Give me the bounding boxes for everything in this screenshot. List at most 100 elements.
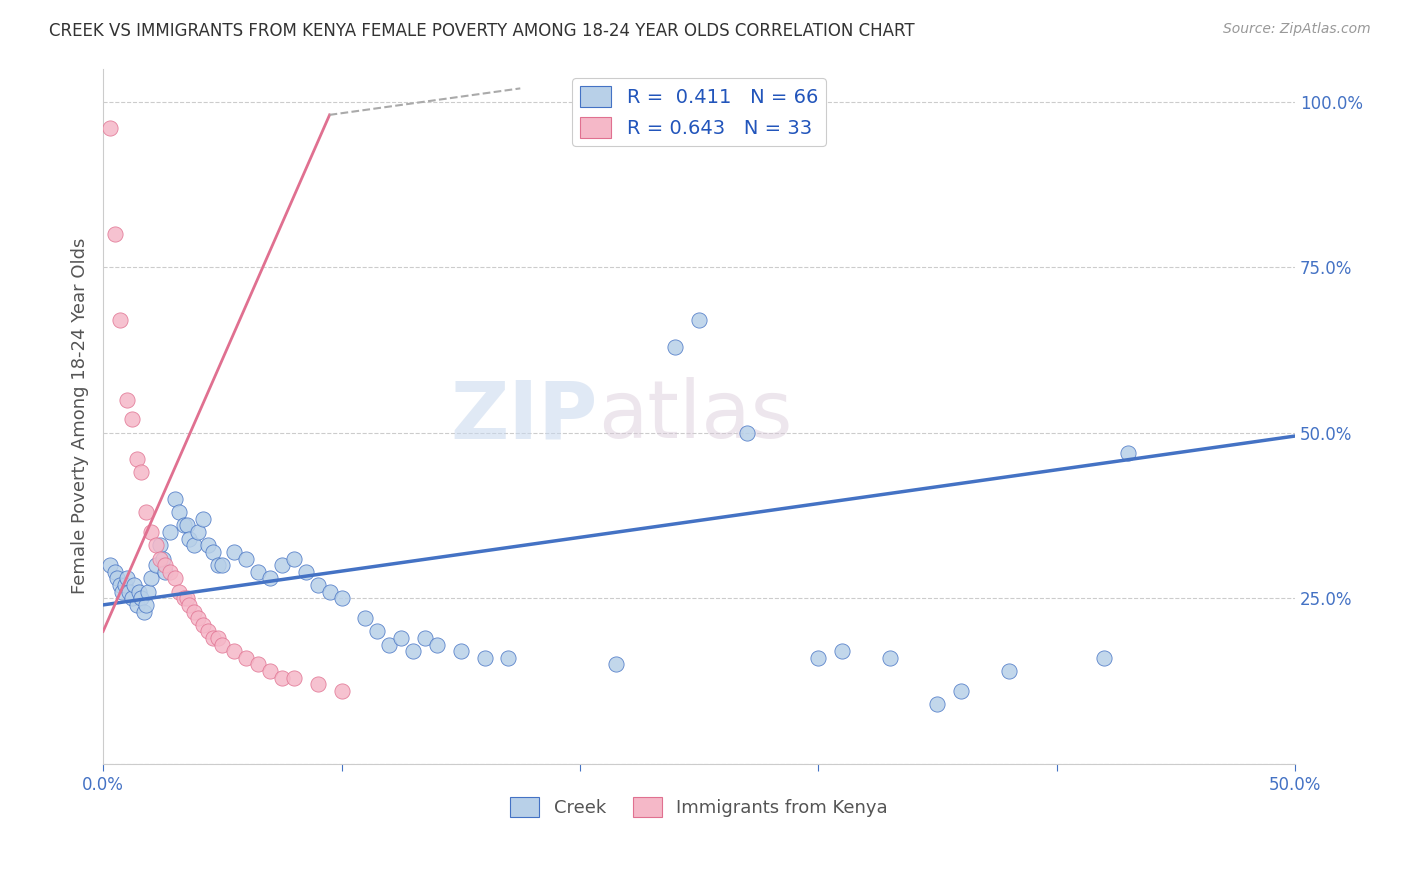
Point (135, 505, 157, 519)
Point (294, 565, 316, 579)
Point (153, 565, 176, 579)
Point (153, 558, 176, 573)
Point (247, 657, 270, 672)
Point (138, 584, 160, 599)
Point (183, 605, 205, 619)
Y-axis label: Female Poverty Among 18-24 Year Olds: Female Poverty Among 18-24 Year Olds (72, 238, 89, 594)
Point (111, 584, 134, 599)
Point (224, 545, 246, 559)
Point (664, 340, 686, 354)
Text: ZIP: ZIP (450, 377, 598, 455)
Point (122, 578, 145, 592)
Point (354, 611, 377, 625)
Point (235, 551, 257, 566)
Point (121, 412, 143, 426)
Point (173, 518, 195, 533)
Point (271, 671, 294, 685)
Point (283, 671, 305, 685)
Point (318, 584, 340, 599)
Point (129, 591, 152, 606)
Point (950, 684, 973, 698)
Point (307, 677, 329, 691)
Point (159, 565, 181, 579)
Point (498, 651, 520, 665)
Point (145, 538, 167, 552)
Text: Source: ZipAtlas.com: Source: ZipAtlas.com (1223, 22, 1371, 37)
Point (121, 591, 143, 606)
Point (115, 392, 138, 407)
Point (247, 565, 270, 579)
Point (389, 631, 412, 645)
Point (149, 538, 172, 552)
Point (426, 638, 449, 652)
Point (114, 578, 136, 592)
Point (104, 565, 127, 579)
Point (211, 558, 233, 573)
Point (201, 631, 224, 645)
Legend: Creek, Immigrants from Kenya: Creek, Immigrants from Kenya (503, 790, 896, 824)
Point (159, 524, 181, 539)
Point (129, 466, 152, 480)
Point (193, 617, 215, 632)
Point (1116, 445, 1139, 459)
Point (197, 538, 219, 552)
Point (197, 624, 219, 639)
Point (135, 598, 157, 612)
Point (688, 313, 710, 327)
Point (193, 512, 215, 526)
Point (330, 684, 353, 698)
Point (307, 578, 329, 592)
Point (108, 313, 131, 327)
Point (118, 584, 141, 599)
Point (128, 584, 150, 599)
Point (145, 558, 167, 573)
Point (176, 591, 198, 606)
Point (125, 452, 148, 467)
Point (235, 651, 257, 665)
Point (98, 121, 121, 136)
Point (139, 571, 162, 585)
Point (132, 605, 155, 619)
Point (259, 664, 281, 678)
Point (259, 571, 281, 585)
Point (271, 558, 294, 573)
Point (107, 571, 129, 585)
Point (169, 505, 191, 519)
Point (169, 584, 191, 599)
Point (152, 551, 174, 566)
Point (104, 227, 127, 241)
Point (378, 638, 401, 652)
Point (224, 644, 246, 658)
Point (998, 664, 1021, 678)
Point (879, 651, 901, 665)
Point (831, 644, 853, 658)
Text: atlas: atlas (598, 377, 792, 455)
Point (605, 657, 627, 672)
Point (177, 598, 200, 612)
Point (927, 697, 949, 711)
Point (173, 591, 195, 606)
Point (139, 524, 162, 539)
Point (450, 644, 472, 658)
Point (98, 558, 121, 573)
Point (177, 532, 200, 546)
Point (163, 491, 186, 506)
Point (163, 571, 186, 585)
Point (807, 651, 830, 665)
Point (201, 545, 224, 559)
Point (413, 631, 436, 645)
Point (283, 551, 305, 566)
Point (366, 624, 388, 639)
Point (108, 578, 131, 592)
Point (176, 518, 198, 533)
Point (187, 611, 209, 625)
Point (735, 425, 758, 440)
Text: CREEK VS IMMIGRANTS FROM KENYA FEMALE POVERTY AMONG 18-24 YEAR OLDS CORRELATION : CREEK VS IMMIGRANTS FROM KENYA FEMALE PO… (49, 22, 915, 40)
Point (330, 591, 353, 606)
Point (402, 644, 425, 658)
Point (1092, 651, 1115, 665)
Point (183, 538, 205, 552)
Point (207, 631, 229, 645)
Point (474, 651, 496, 665)
Point (187, 524, 209, 539)
